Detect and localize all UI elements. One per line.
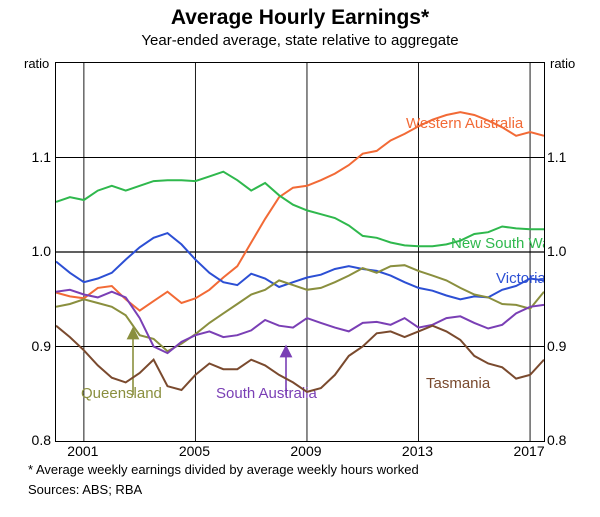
series-label-victoria: Victoria <box>496 270 544 287</box>
y-tick-right: 1.1 <box>547 149 566 165</box>
y-tick-left: 0.9 <box>19 338 51 354</box>
series-label-new_south_wales: New South Wales <box>451 235 544 252</box>
x-tick: 2005 <box>174 443 214 459</box>
y-tick-right: 1.0 <box>547 243 566 259</box>
series-label-queensland: Queensland <box>81 385 162 402</box>
x-tick: 2013 <box>398 443 438 459</box>
chart-title: Average Hourly Earnings* <box>0 0 600 30</box>
series-queensland <box>56 265 544 351</box>
plot-svg: Western Australia New South Wales Victoria… <box>56 63 544 441</box>
series-label-western_australia: Western Australia <box>406 115 524 132</box>
y-tick-right: 0.8 <box>547 432 566 448</box>
chart-subtitle: Year-ended average, state relative to ag… <box>0 32 600 49</box>
chart-container: Average Hourly Earnings* Year-ended aver… <box>0 0 600 517</box>
series-label-tasmania: Tasmania <box>426 375 491 392</box>
sources: Sources: ABS; RBA <box>28 482 142 497</box>
y-tick-left: 1.1 <box>19 149 51 165</box>
plot-area: Western Australia New South Wales Victoria… <box>55 62 545 442</box>
y-tick-left: 1.0 <box>19 243 51 259</box>
y-axis-label-right: ratio <box>550 56 575 71</box>
x-tick: 2009 <box>286 443 326 459</box>
footnote: * Average weekly earnings divided by ave… <box>28 462 419 477</box>
y-axis-label-left: ratio <box>24 56 49 71</box>
x-tick: 2001 <box>63 443 103 459</box>
y-tick-left: 0.8 <box>19 432 51 448</box>
x-tick: 2017 <box>509 443 549 459</box>
y-tick-right: 0.9 <box>547 338 566 354</box>
